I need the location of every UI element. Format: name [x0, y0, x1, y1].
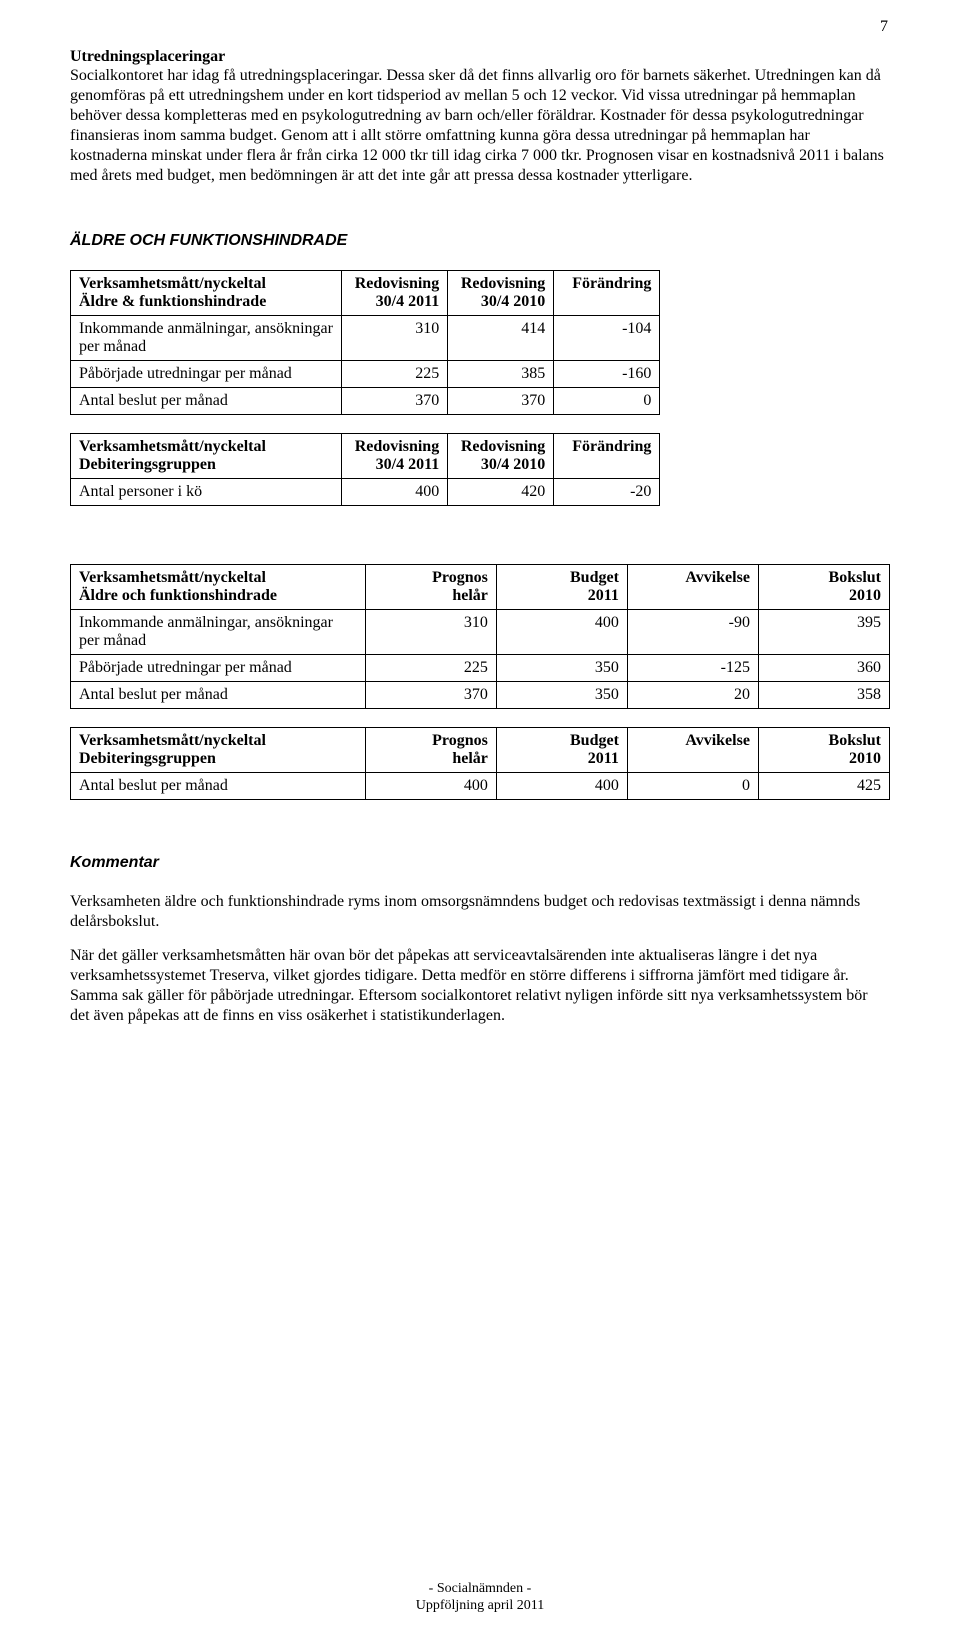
col-header-bokslut: Bokslut 2010: [758, 565, 889, 610]
col-header-avvikelse: Avvikelse: [627, 728, 758, 773]
col-header-change: Förändring: [554, 434, 660, 479]
cell-value: 385: [448, 361, 554, 388]
cell-label: Inkommande anmälningar, ansökningar per …: [71, 316, 342, 361]
cell-value: 0: [554, 388, 660, 415]
col-header-budget: Budget 2011: [496, 728, 627, 773]
document-page: 7 Utredningsplaceringar Socialkontoret h…: [0, 0, 960, 1641]
cell-value: 370: [342, 388, 448, 415]
page-number: 7: [880, 18, 888, 36]
cell-value: 350: [496, 682, 627, 709]
cell-value: 414: [448, 316, 554, 361]
col-header-metric: Verksamhetsmått/nyckeltal Äldre & funkti…: [71, 271, 342, 316]
table-row: Inkommande anmälningar, ansökningar per …: [71, 610, 890, 655]
cell-value: 225: [365, 655, 496, 682]
cell-value: 400: [365, 773, 496, 800]
heading-aldre-funktionshindrade: ÄLDRE OCH FUNKTIONSHINDRADE: [70, 232, 890, 250]
table-row: Påbörjade utredningar per månad 225 350 …: [71, 655, 890, 682]
table-row: Antal beslut per månad 400 400 0 425: [71, 773, 890, 800]
table-row: Inkommande anmälningar, ansökningar per …: [71, 316, 660, 361]
col-header-red-2011: Redovisning 30/4 2011: [342, 271, 448, 316]
heading-utredningsplaceringar: Utredningsplaceringar: [70, 48, 890, 66]
table-row: Påbörjade utredningar per månad 225 385 …: [71, 361, 660, 388]
spacer: [70, 524, 890, 554]
cell-label: Inkommande anmälningar, ansökningar per …: [71, 610, 366, 655]
paragraph-kommentar-1: Verksamheten äldre och funktionshindrade…: [70, 892, 890, 932]
table-redovisning-aldre: Verksamhetsmått/nyckeltal Äldre & funkti…: [70, 270, 660, 415]
col-header-change: Förändring: [554, 271, 660, 316]
col-header-budget: Budget 2011: [496, 565, 627, 610]
table-header-row: Verksamhetsmått/nyckeltal Debiteringsgru…: [71, 728, 890, 773]
cell-value: 400: [342, 479, 448, 506]
cell-value: 350: [496, 655, 627, 682]
page-footer: - Socialnämnden - Uppföljning april 2011: [0, 1581, 960, 1615]
cell-value: 400: [496, 773, 627, 800]
heading-kommentar: Kommentar: [70, 854, 890, 872]
cell-value: -104: [554, 316, 660, 361]
table-prognos-debitering: Verksamhetsmått/nyckeltal Debiteringsgru…: [70, 727, 890, 800]
table-header-row: Verksamhetsmått/nyckeltal Debiteringsgru…: [71, 434, 660, 479]
cell-label: Antal beslut per månad: [71, 682, 366, 709]
paragraph-kommentar-2: När det gäller verksamhetsmåtten här ova…: [70, 946, 890, 1026]
cell-value: -160: [554, 361, 660, 388]
col-header-metric: Verksamhetsmått/nyckeltal Äldre och funk…: [71, 565, 366, 610]
footer-line-2: Uppföljning april 2011: [0, 1598, 960, 1615]
cell-value: 358: [758, 682, 889, 709]
col-header-prognos: Prognos helår: [365, 728, 496, 773]
table-prognos-aldre: Verksamhetsmått/nyckeltal Äldre och funk…: [70, 564, 890, 709]
cell-value: 400: [496, 610, 627, 655]
cell-value: -125: [627, 655, 758, 682]
table-row: Antal beslut per månad 370 350 20 358: [71, 682, 890, 709]
cell-value: 20: [627, 682, 758, 709]
col-header-prognos: Prognos helår: [365, 565, 496, 610]
cell-value: -20: [554, 479, 660, 506]
col-header-bokslut: Bokslut 2010: [758, 728, 889, 773]
cell-value: 310: [365, 610, 496, 655]
cell-label: Antal personer i kö: [71, 479, 342, 506]
cell-value: 370: [365, 682, 496, 709]
cell-value: -90: [627, 610, 758, 655]
cell-value: 225: [342, 361, 448, 388]
cell-value: 0: [627, 773, 758, 800]
cell-value: 370: [448, 388, 554, 415]
col-header-avvikelse: Avvikelse: [627, 565, 758, 610]
cell-label: Antal beslut per månad: [71, 388, 342, 415]
table-header-row: Verksamhetsmått/nyckeltal Äldre & funkti…: [71, 271, 660, 316]
table-header-row: Verksamhetsmått/nyckeltal Äldre och funk…: [71, 565, 890, 610]
cell-value: 310: [342, 316, 448, 361]
cell-value: 425: [758, 773, 889, 800]
paragraph-intro: Socialkontoret har idag få utredningspla…: [70, 66, 890, 186]
col-header-red-2010: Redovisning 30/4 2010: [448, 271, 554, 316]
cell-value: 420: [448, 479, 554, 506]
col-header-metric: Verksamhetsmått/nyckeltal Debiteringsgru…: [71, 434, 342, 479]
table-row: Antal personer i kö 400 420 -20: [71, 479, 660, 506]
col-header-red-2011: Redovisning 30/4 2011: [342, 434, 448, 479]
table-redovisning-debitering: Verksamhetsmått/nyckeltal Debiteringsgru…: [70, 433, 660, 506]
cell-label: Antal beslut per månad: [71, 773, 366, 800]
col-header-metric: Verksamhetsmått/nyckeltal Debiteringsgru…: [71, 728, 366, 773]
footer-line-1: - Socialnämnden -: [0, 1581, 960, 1598]
cell-value: 360: [758, 655, 889, 682]
cell-value: 395: [758, 610, 889, 655]
col-header-red-2010: Redovisning 30/4 2010: [448, 434, 554, 479]
cell-label: Påbörjade utredningar per månad: [71, 361, 342, 388]
cell-label: Påbörjade utredningar per månad: [71, 655, 366, 682]
table-row: Antal beslut per månad 370 370 0: [71, 388, 660, 415]
